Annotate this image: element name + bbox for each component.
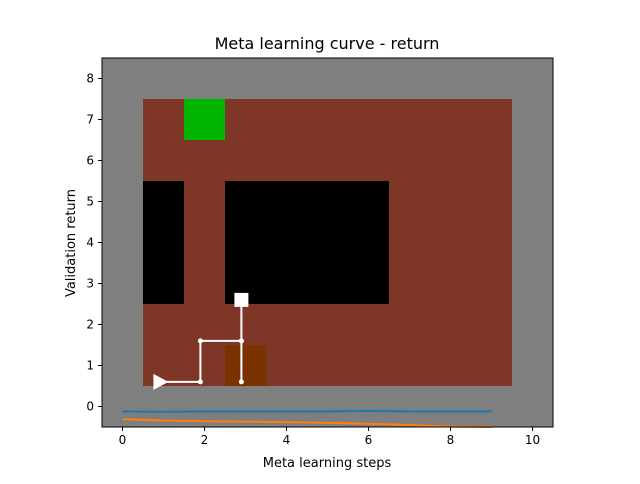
obstacle-cell: [225, 181, 389, 304]
agent-end-marker: [234, 292, 249, 307]
agent-path-point: [238, 379, 244, 385]
obstacle-cell: [143, 181, 184, 304]
series-line-1: [122, 418, 492, 428]
agent-path-point: [197, 338, 203, 344]
x-axis-label: Meta learning steps: [263, 456, 392, 471]
x-tick-label: 6: [365, 433, 373, 447]
y-tick-label: 8: [86, 72, 94, 86]
chart-title: Meta learning curve - return: [215, 34, 440, 53]
x-tick-label: 10: [525, 433, 540, 447]
box-cell: [225, 345, 266, 386]
y-tick-label: 3: [86, 277, 94, 291]
y-tick-label: 4: [86, 236, 94, 250]
y-tick-label: 0: [86, 400, 94, 414]
y-tick-label: 7: [86, 113, 94, 127]
y-tick-label: 5: [86, 195, 94, 209]
agent-start-marker: [153, 373, 169, 390]
y-tick-label: 6: [86, 154, 94, 168]
y-tick-label: 2: [86, 318, 94, 332]
x-tick-label: 0: [119, 433, 127, 447]
x-tick-label: 4: [283, 433, 291, 447]
plot-area: 0 2 4 6 8 10 0 1 2 3 4 5 6 7 8: [86, 57, 554, 447]
series-line-0: [122, 410, 492, 413]
goal-cell: [184, 99, 225, 140]
agent-path-point: [238, 338, 244, 344]
y-axis-label: Validation return: [64, 189, 79, 297]
x-tick-label: 8: [447, 433, 455, 447]
y-tick-label: 1: [86, 359, 94, 373]
x-tick-label: 2: [201, 433, 209, 447]
agent-path-point: [197, 379, 203, 385]
